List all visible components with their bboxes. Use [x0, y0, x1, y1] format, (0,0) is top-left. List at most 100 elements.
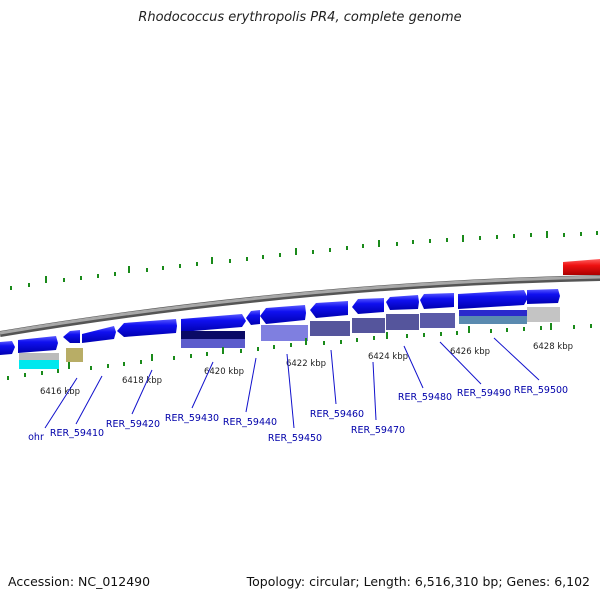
tick-mark — [273, 345, 275, 349]
feature-box[interactable] — [352, 318, 385, 333]
tick-mark — [7, 376, 9, 380]
tick-mark — [479, 236, 481, 240]
leader-line — [131, 369, 153, 415]
gene-label-ohr[interactable]: ohr — [28, 432, 44, 443]
tick-mark — [41, 371, 43, 375]
gene-arrow[interactable] — [386, 295, 419, 310]
tick-mark — [496, 235, 498, 239]
gene-arrow[interactable] — [310, 301, 348, 318]
gene-arrow[interactable] — [527, 289, 560, 304]
tick-mark — [140, 360, 142, 364]
leader-line — [245, 357, 257, 413]
tick-mark — [550, 323, 552, 330]
tick-mark — [63, 278, 65, 282]
feature-box[interactable] — [261, 325, 308, 341]
tick-mark — [229, 259, 231, 263]
tick-mark — [340, 340, 342, 344]
tick-mark — [123, 362, 125, 366]
feature-box[interactable] — [527, 307, 560, 322]
tick-mark — [386, 332, 388, 339]
feature-box[interactable] — [66, 348, 83, 362]
tick-mark — [240, 349, 242, 353]
gene-arrow[interactable] — [181, 314, 246, 332]
gene-arrow[interactable] — [18, 336, 58, 353]
genome-backbone — [0, 275, 600, 337]
tick-mark — [530, 233, 532, 237]
gene-label-rer-59410[interactable]: RER_59410 — [50, 428, 104, 439]
feature-box[interactable] — [19, 353, 59, 361]
gene-arrow[interactable] — [260, 305, 306, 324]
tick-mark — [128, 266, 130, 273]
gene-arrow[interactable] — [246, 310, 260, 325]
genome-title: Rhodococcus erythropolis PR4, complete g… — [138, 10, 462, 25]
feature-box[interactable] — [181, 339, 245, 348]
scale-label: 6420 kbp — [204, 367, 244, 377]
gene-arrow[interactable] — [352, 298, 384, 314]
tick-mark — [412, 240, 414, 244]
scale-label: 6416 kbp — [40, 387, 80, 397]
gene-label-rer-59450[interactable]: RER_59450 — [268, 433, 322, 444]
tick-mark — [173, 356, 175, 360]
tick-mark — [222, 347, 224, 354]
tick-mark — [312, 250, 314, 254]
tick-mark — [114, 272, 116, 276]
tick-mark — [573, 325, 575, 329]
tick-mark — [206, 352, 208, 356]
gene-label-rer-59430[interactable]: RER_59430 — [165, 413, 219, 424]
lower-tick-row — [7, 323, 592, 380]
tick-mark — [295, 248, 297, 255]
tick-mark — [211, 257, 213, 264]
scale-label: 6418 kbp — [122, 376, 162, 386]
leader-line — [286, 353, 295, 429]
gene-arrow[interactable] — [458, 290, 528, 309]
gene-label-rer-59470[interactable]: RER_59470 — [351, 425, 405, 436]
feature-box[interactable] — [181, 331, 245, 340]
feature-box[interactable] — [459, 316, 527, 324]
gene-arrow[interactable] — [0, 341, 15, 355]
gene-leader-lines — [44, 337, 540, 429]
accession-text: Accession: NC_012490 — [8, 574, 151, 589]
gene-arrow[interactable] — [63, 330, 80, 343]
tick-mark — [596, 231, 598, 235]
gene-label-rer-59480[interactable]: RER_59480 — [398, 392, 452, 403]
scale-label: 6428 kbp — [533, 342, 573, 352]
tick-mark — [396, 242, 398, 246]
gene-label-rer-59500[interactable]: RER_59500 — [514, 385, 568, 396]
tick-mark — [323, 341, 325, 345]
gene-label-rer-59420[interactable]: RER_59420 — [106, 419, 160, 430]
tick-mark — [346, 246, 348, 250]
tick-mark — [462, 235, 464, 242]
tick-mark — [378, 240, 380, 247]
leader-line — [493, 337, 540, 381]
tick-mark — [190, 354, 192, 358]
leader-line — [44, 377, 78, 429]
tick-mark — [580, 232, 582, 236]
red-feature-arrow[interactable] — [563, 259, 600, 275]
feature-box[interactable] — [19, 360, 59, 369]
feature-box[interactable] — [310, 321, 350, 336]
forward-gene-track — [0, 289, 560, 355]
gene-label-rer-59490[interactable]: RER_59490 — [457, 388, 511, 399]
tick-mark — [28, 283, 30, 287]
gene-arrow[interactable] — [82, 326, 116, 343]
tick-mark — [57, 369, 59, 373]
scale-label: 6424 kbp — [368, 352, 408, 362]
gene-arrow[interactable] — [420, 293, 454, 309]
leader-line — [439, 341, 482, 385]
tick-mark — [80, 276, 82, 280]
tick-mark — [468, 326, 470, 333]
tick-mark — [151, 354, 153, 361]
gene-label-rer-59440[interactable]: RER_59440 — [223, 417, 277, 428]
feature-box[interactable] — [420, 313, 455, 328]
leader-line — [191, 361, 214, 409]
scale-label: 6426 kbp — [450, 347, 490, 357]
gene-label-rer-59460[interactable]: RER_59460 — [310, 409, 364, 420]
tick-mark — [45, 276, 47, 283]
tick-mark — [506, 328, 508, 332]
feature-box[interactable] — [386, 314, 419, 330]
leader-line — [330, 349, 337, 405]
gene-arrow[interactable] — [117, 319, 177, 337]
tick-mark — [362, 244, 364, 248]
feature-box[interactable] — [459, 310, 527, 317]
